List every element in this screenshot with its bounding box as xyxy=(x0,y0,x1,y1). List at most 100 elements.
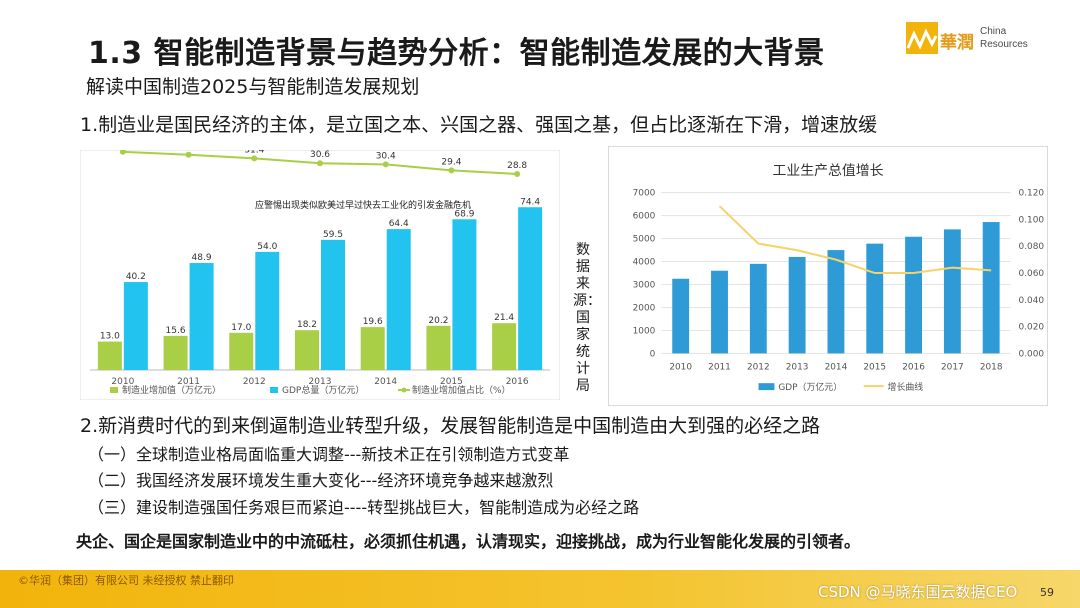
ratio-point-label: 29.4 xyxy=(441,157,461,167)
chart2-y-tick-label: 1000 xyxy=(633,326,656,336)
footer-bar xyxy=(0,570,1080,608)
manufacturing-bar-label: 21.4 xyxy=(494,313,514,323)
gdp-bar xyxy=(827,250,845,354)
logo-cn-text: 華潤 xyxy=(940,33,974,53)
manufacturing-bar xyxy=(97,341,122,370)
gdp-bar xyxy=(905,236,922,354)
chart2-y-tick-label: 3000 xyxy=(633,280,656,290)
manufacturing-bar xyxy=(229,332,254,370)
chart2-y-tick-label: 2000 xyxy=(633,303,656,313)
manufacturing-bar-label: 13.0 xyxy=(100,332,120,342)
chart2-legend-label: 增长曲线 xyxy=(888,381,924,393)
chart2-y-tick-label: 0 xyxy=(650,349,656,359)
ratio-point xyxy=(382,161,389,168)
industrial-output-chart: 工业生产总值增长 0 1000 2000 3000 4000 5000 6000 7000 0.0… xyxy=(608,146,1048,406)
chart2-y-tick-label: 4000 xyxy=(633,258,656,268)
source-note: 数据来源：国家统计局 xyxy=(573,242,601,394)
chart1-legend-label: GDP总量（万亿元） xyxy=(282,384,364,396)
gdp-bar xyxy=(672,278,690,354)
ratio-point-label: 32.0 xyxy=(179,150,199,152)
manufacturing-bar xyxy=(163,335,188,370)
gdp-bar xyxy=(255,251,280,370)
chart2-x-tick-label: 2011 xyxy=(708,362,731,372)
gdp-bar xyxy=(123,282,148,370)
gdp-bar xyxy=(189,263,214,370)
footer-copyright: ©华润（集团）有限公司 未经授权 禁止翻印 xyxy=(18,574,234,587)
gdp-bar-label: 74.4 xyxy=(520,197,540,207)
gdp-bar xyxy=(711,270,728,354)
chart2-y-tick-label: 5000 xyxy=(633,235,656,245)
manufacturing-bar xyxy=(492,323,517,370)
chart2-y-tick-label: 7000 xyxy=(633,189,656,199)
manufacturing-bar xyxy=(360,327,385,370)
ratio-point xyxy=(317,160,323,167)
gdp-bar xyxy=(386,229,411,370)
chart2-y2-tick-label: 0.080 xyxy=(1019,242,1045,252)
ratio-point xyxy=(251,155,258,162)
chart1-x-tick-label: 2014 xyxy=(374,377,397,387)
china-resources-logo: 華潤 China Resources xyxy=(906,22,1036,58)
growth-line xyxy=(718,205,992,275)
gdp-bar xyxy=(982,222,1000,354)
conclusion: 央企、国企是国家制造业中的中流砥柱，必须抓住机遇，认清现实，迎接挑战，成为行业智… xyxy=(76,532,861,551)
gdp-bar xyxy=(452,219,477,370)
gdp-bar-label: 68.9 xyxy=(454,209,474,219)
chart1-x-tick-label: 2012 xyxy=(243,377,266,387)
chart1-legend-label: 制造业增加值（万亿元） xyxy=(122,384,221,396)
chart1-x-tick-label: 2013 xyxy=(309,377,332,387)
chart2-legend-swatch xyxy=(758,383,775,391)
chart2-x-tick-label: 2015 xyxy=(863,362,886,372)
gdp-bar xyxy=(788,256,806,354)
gdp-bar xyxy=(943,229,961,354)
gdp-bar xyxy=(321,239,345,370)
chart1-frame xyxy=(80,150,560,400)
chart2-y2-tick-label: 0.040 xyxy=(1019,296,1045,306)
chart2-title: 工业生产总值增长 xyxy=(772,163,883,179)
ratio-point xyxy=(119,150,126,155)
chart2-y2-tick-label: 0.120 xyxy=(1019,189,1045,199)
point-1: 1.制造业是国民经济的主体，是立国之本、兴国之器、强国之基，但占比逐渐在下滑，增… xyxy=(80,114,878,136)
chart2-legend-label: GDP（万亿元） xyxy=(778,381,842,393)
manufacturing-bar-label: 17.0 xyxy=(231,323,251,333)
sub-point-1: （一）全球制造业格局面临重大调整---新技术正在引领制造方式变革 xyxy=(88,445,570,464)
chart2-x-tick-label: 2013 xyxy=(786,362,809,372)
ratio-point xyxy=(514,171,521,177)
manufacturing-bar-label: 15.6 xyxy=(166,326,186,336)
gdp-bar-label: 48.9 xyxy=(192,253,212,263)
manufacturing-bar-label: 19.6 xyxy=(363,317,383,327)
chart2-x-tick-label: 2014 xyxy=(825,362,848,372)
chart2-x-tick-label: 2010 xyxy=(669,362,692,372)
chart2-y-tick-label: 6000 xyxy=(633,212,656,222)
logo-en-line1: China xyxy=(980,26,1007,37)
chart1-x-tick-label: 2011 xyxy=(177,377,200,387)
chart2-x-tick-label: 2018 xyxy=(980,362,1003,372)
manufacturing-bar-label: 18.2 xyxy=(297,320,317,330)
ratio-point-label: 30.4 xyxy=(376,151,396,161)
chart2-x-tick-label: 2012 xyxy=(747,362,770,372)
slide-title: 1.3 智能制造背景与趋势分析：智能制造发展的大背景 xyxy=(88,36,825,71)
page-number: 59 xyxy=(1040,586,1054,599)
chart2-x-tick-label: 2016 xyxy=(902,362,925,372)
chart2-y2-tick-label: 0.020 xyxy=(1019,323,1045,333)
gdp-bar-label: 64.4 xyxy=(389,219,409,229)
chart1-x-tick-label: 2010 xyxy=(111,377,134,387)
chart1-legend-swatch xyxy=(110,387,118,393)
gdp-bar-label: 59.5 xyxy=(323,230,343,240)
manufacturing-bar-label: 20.2 xyxy=(428,316,448,326)
gdp-bar-label: 40.2 xyxy=(126,272,146,282)
ratio-point-label: 31.4 xyxy=(244,150,264,155)
gdp-bar xyxy=(518,207,543,370)
ratio-point-label: 28.8 xyxy=(507,161,527,171)
sub-point-2: （二）我国经济发展环境发生重大变化---经济环境竞争越来越激烈 xyxy=(88,471,554,490)
chart2-y2-tick-label: 0.060 xyxy=(1019,269,1045,279)
chart2-y2-tick-label: 0.100 xyxy=(1019,215,1045,225)
chart1-legend-label: 制造业增加值占比（%） xyxy=(412,384,511,396)
chart1-legend-swatch xyxy=(270,387,278,393)
sub-point-3: （三）建设制造强国任务艰巨而紧迫----转型挑战巨大，智能制造成为必经之路 xyxy=(88,498,640,517)
chart2-x-tick-label: 2017 xyxy=(941,362,964,372)
ratio-point xyxy=(185,151,192,158)
watermark: CSDN @马晓东国云数据CEO xyxy=(818,583,1018,601)
manufacturing-bar xyxy=(426,325,451,370)
point-2: 2.新消费时代的到来倒逼制造业转型升级，发展智能制造是中国制造由大到强的必经之路 xyxy=(80,415,821,437)
gdp-bar xyxy=(749,263,767,354)
